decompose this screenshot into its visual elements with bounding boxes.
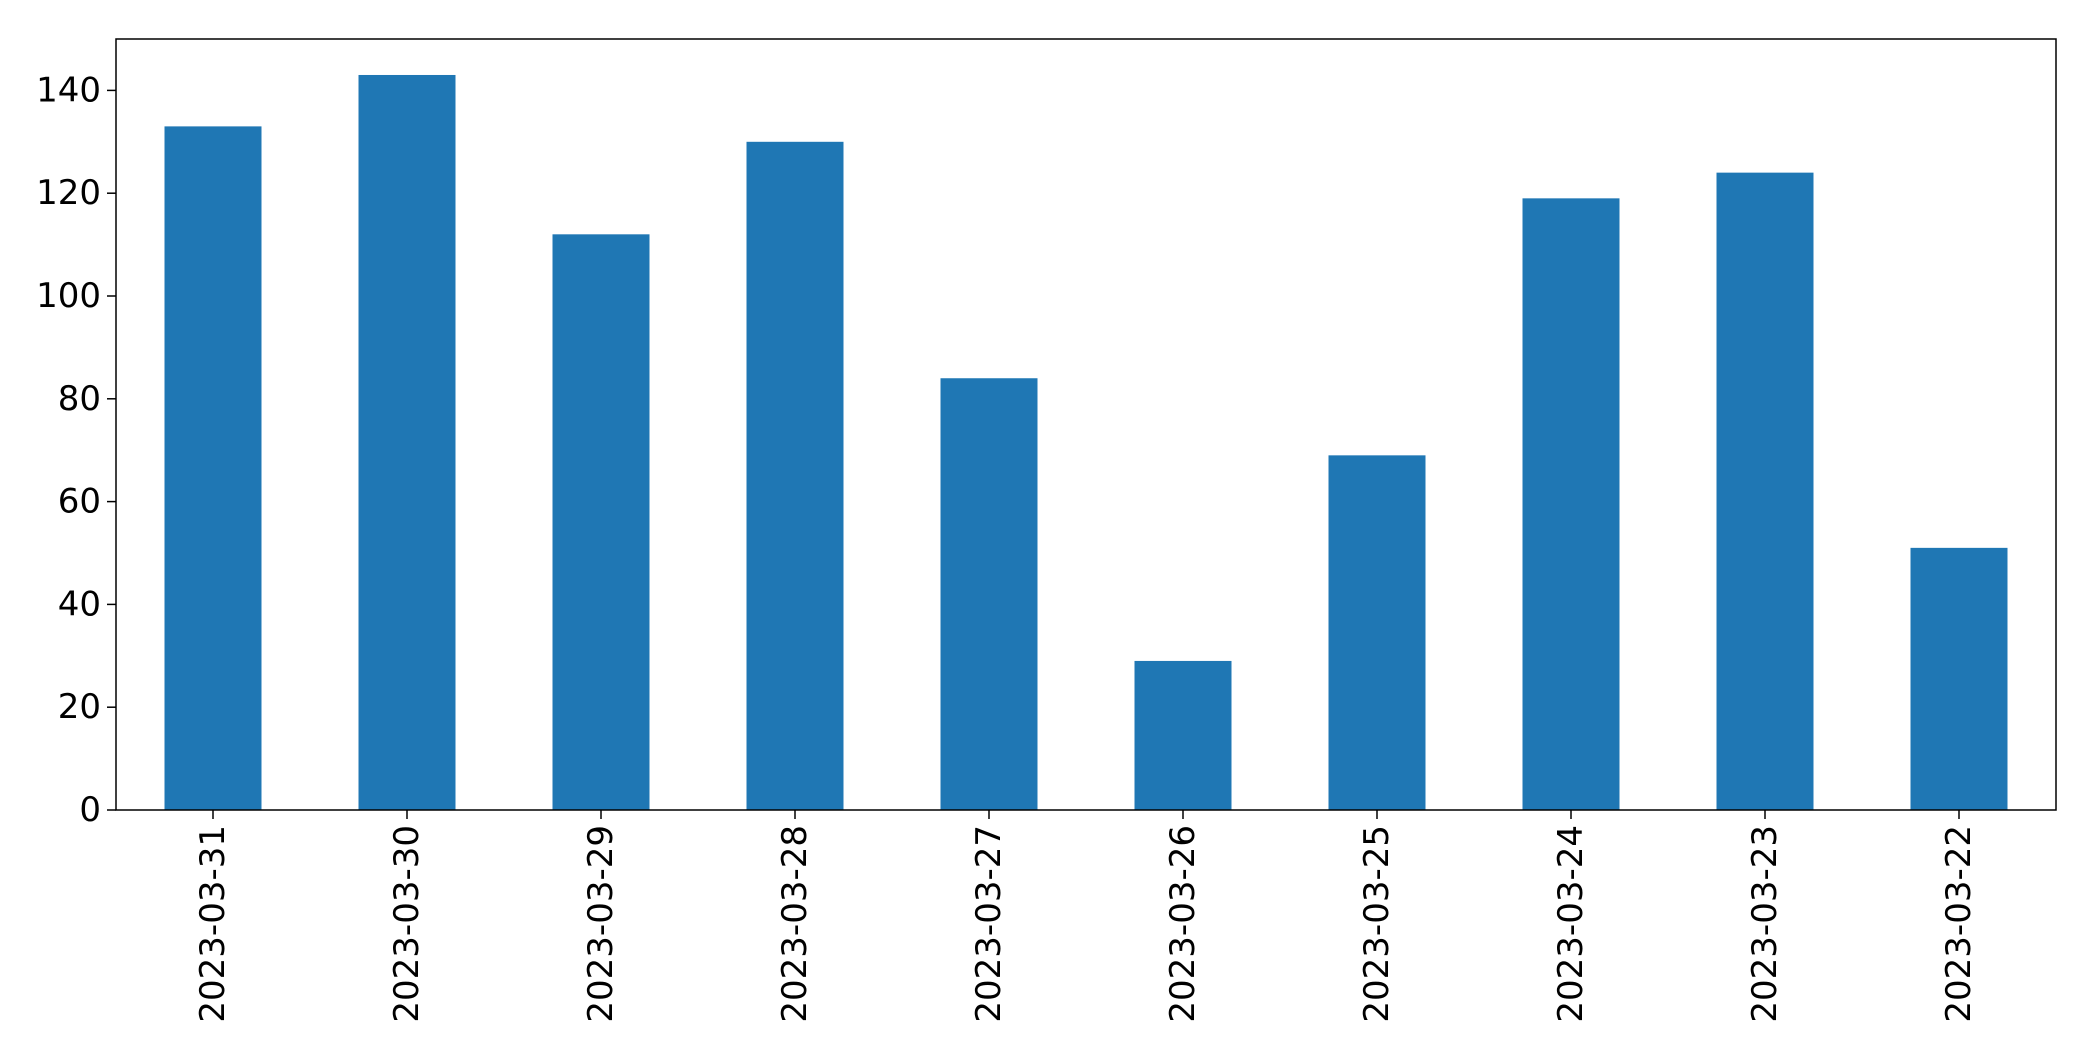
x-tick-label: 2023-03-23 — [1745, 825, 1785, 1023]
bar-2023-03-22 — [1910, 547, 2008, 810]
x-tick-label: 2023-03-25 — [1357, 825, 1397, 1023]
bar-2023-03-24 — [1522, 198, 1620, 811]
plot-frame — [115, 38, 2057, 811]
bar-2023-03-30 — [358, 74, 456, 811]
x-tick-label: 2023-03-28 — [775, 825, 815, 1023]
x-axis: 2023-03-31 2023-03-30 2023-03-29 2023-03-28… — [193, 810, 1979, 1023]
bar-2023-03-29 — [552, 234, 650, 810]
bar-2023-03-31 — [164, 126, 262, 810]
y-tick-label: 60 — [58, 482, 101, 522]
y-axis: 0 20 40 60 80 100 120 140 — [36, 70, 116, 830]
y-tick-label: 140 — [36, 70, 101, 110]
y-tick-label: 0 — [79, 790, 101, 830]
x-tick-label: 2023-03-29 — [581, 825, 621, 1023]
bar-2023-03-28 — [746, 141, 844, 811]
bars-group — [164, 74, 2008, 811]
bar-2023-03-23 — [1716, 172, 1814, 810]
x-tick-label: 2023-03-26 — [1163, 825, 1203, 1023]
bar-2023-03-27 — [940, 378, 1038, 810]
x-tick-label: 2023-03-24 — [1551, 825, 1591, 1023]
y-tick-label: 100 — [36, 276, 101, 316]
y-tick-label: 120 — [36, 173, 101, 213]
x-tick-label: 2023-03-30 — [387, 825, 427, 1023]
y-tick-label: 20 — [58, 687, 101, 727]
y-tick-label: 80 — [58, 379, 101, 419]
x-tick-label: 2023-03-22 — [1939, 825, 1979, 1023]
bar-2023-03-26 — [1134, 660, 1232, 810]
x-tick-label: 2023-03-31 — [193, 825, 233, 1023]
bar-2023-03-25 — [1328, 455, 1426, 810]
y-tick-label: 40 — [58, 584, 101, 624]
x-tick-label: 2023-03-27 — [969, 825, 1009, 1023]
